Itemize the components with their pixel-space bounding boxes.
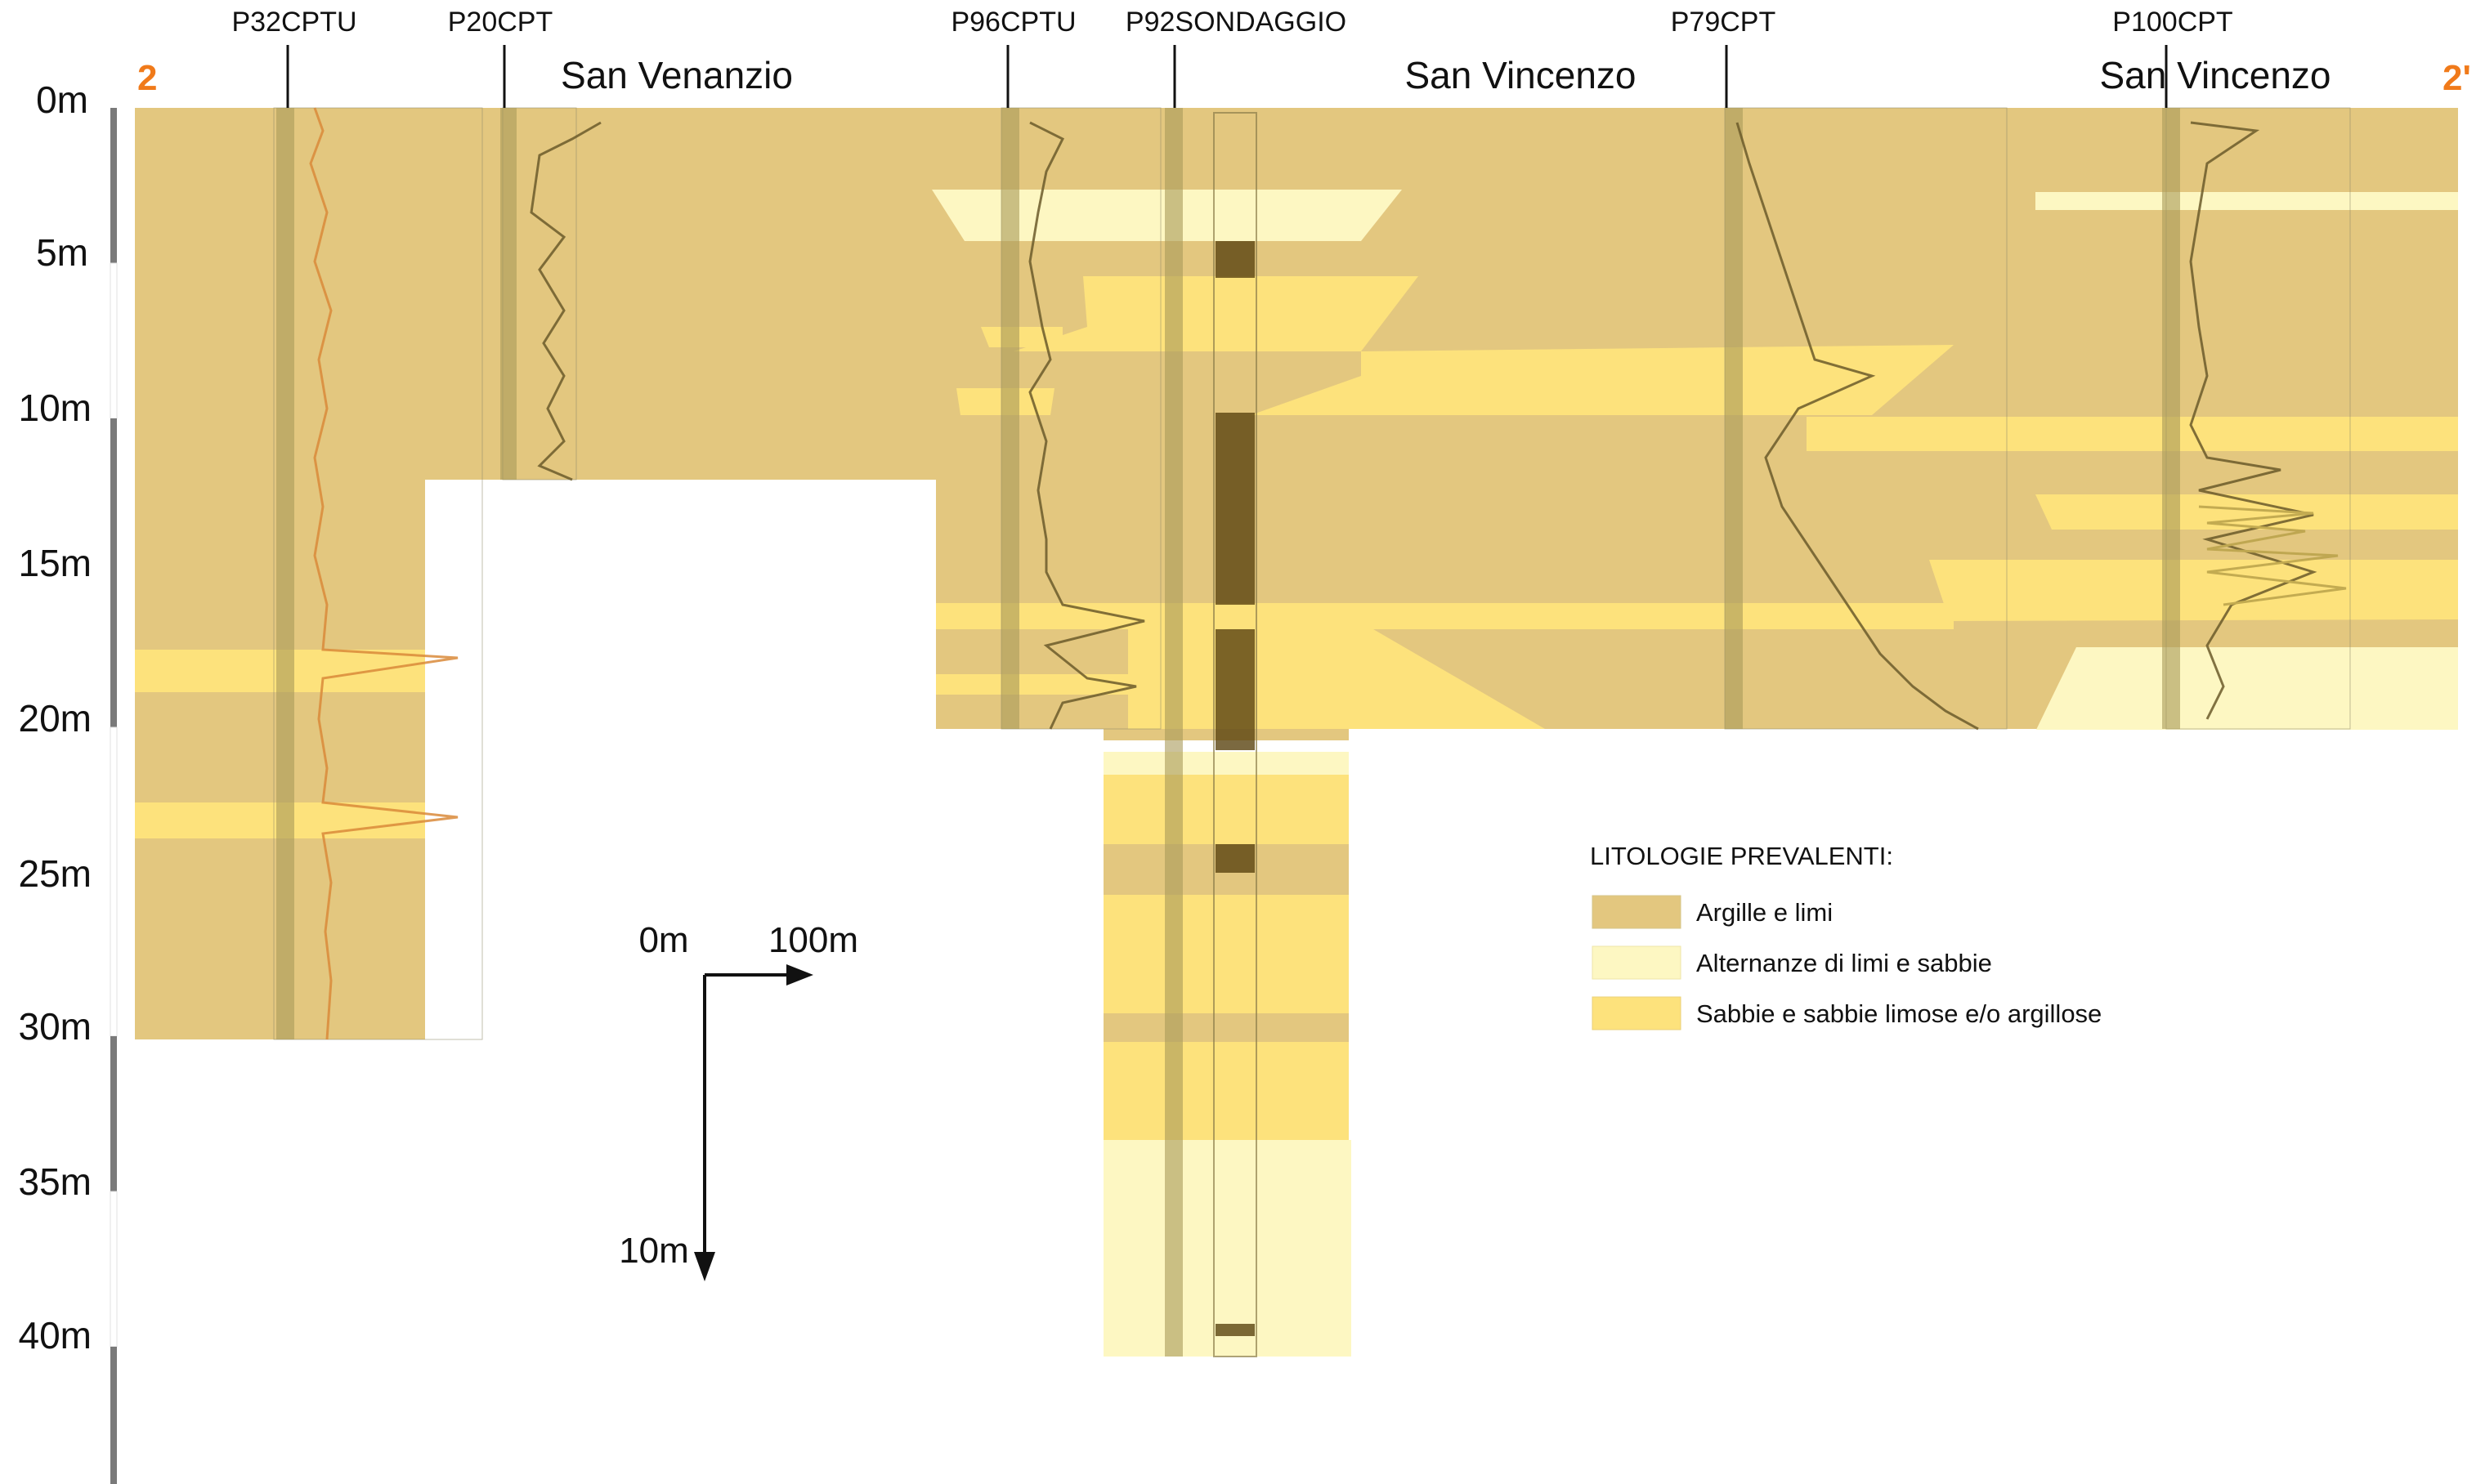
depth-label: 20m [19,697,92,740]
log-band [2162,108,2180,729]
sand-layer [2035,494,2458,530]
alternation-layer [2035,647,2458,731]
clay-layer [1104,1013,1349,1042]
scale-horizontal-label: 100m [768,920,858,960]
borehole-label: P100CPT [2112,7,2232,38]
section-gap [936,730,1104,1484]
legend-label: Argille e limi [1696,898,1833,927]
lithology-layers [135,108,2458,1357]
depth-label: 15m [19,542,92,584]
section-gap [1353,730,2485,1484]
legend-title: LITOLOGIE PREVALENTI: [1590,842,1893,870]
scale-vertical-arrowhead [694,1252,715,1281]
depth-label: 35m [19,1160,92,1203]
depth-label: 40m [19,1314,92,1357]
cpt-trace-p20 [530,121,602,481]
log-band [1165,108,1183,1357]
sand-layer [1104,775,1349,844]
clay-core [1216,241,1255,278]
alternation-layer [2035,192,2458,210]
cpt-traces [309,107,2347,1040]
depth-bar-segment [110,418,117,727]
clay-core [1216,1324,1255,1336]
log-band [500,108,517,480]
scale-vertical-label: 10m [619,1231,689,1271]
cpt-trace-p32 [309,107,459,1040]
legend-label: Sabbie e sabbie limose e/o argillose [1696,999,2102,1028]
borehole-log-p92 [1213,112,1257,1357]
locality-label: San Vincenzo [1404,54,1636,96]
clay-core [1216,844,1255,873]
legend-label: Alternanze di limi e sabbie [1696,949,1992,977]
section-start-marker: 2 [137,58,157,98]
cpt-trace-p100-sand [2198,505,2347,606]
locality-label: San Vincenzo [2099,54,2331,96]
sand-layer [1929,560,2458,621]
depth-label: 25m [19,852,92,895]
section-gap [135,1040,425,1484]
log-band [1725,108,1743,729]
log-band [276,108,294,1039]
depth-label: 5m [36,231,88,274]
borehole-label: P96CPTU [951,7,1076,38]
cpt-trace-p79 [1735,122,1979,731]
depth-label: 0m [36,78,88,121]
borehole-bands [276,108,2180,1357]
depth-bar-segment [110,1191,118,1348]
borehole-label: P32CPTU [231,7,356,38]
borehole-label: P92SONDAGGIO [1126,7,1346,38]
legend-swatch [1592,945,1681,980]
sand-layer [981,327,1063,347]
alternation-layer [1104,752,1349,775]
scale-origin-label: 0m [638,920,688,960]
log-band [1001,108,1019,729]
sand-layer [1807,417,2458,451]
section-gap [425,481,936,1484]
depth-bar-segment [110,1036,117,1191]
clay-core [1216,413,1255,605]
sand-layer [1014,276,1418,351]
sand-layer [936,674,1128,695]
borehole-label: P20CPT [448,7,553,38]
sand-layer [936,603,1954,629]
section-end-marker: 2' [2442,58,2471,98]
cpt-log-frame [273,107,483,1040]
alternation-layer [1099,1140,1351,1357]
depth-label: 30m [19,1005,92,1048]
cpt-trace-p96 [1028,121,1145,730]
legend: LITOLOGIE PREVALENTI: Argille e limi Alt… [1590,842,2102,1030]
sand-layer [1104,1042,1349,1140]
sand-layer [1104,895,1349,1013]
stratigraphic-column [1213,112,1257,1357]
locality-label: San Venanzio [561,54,793,96]
legend-swatch [1592,895,1681,929]
depth-bar-segment [110,108,117,263]
depth-label: 10m [19,387,92,429]
borehole-markers: P32CPTU P20CPT P96CPTU P92SONDAGGIO P79C… [231,7,2233,108]
sand-layer [1251,345,1954,415]
depth-bar-segment [110,726,118,1037]
scale-horizontal-arrowhead [786,964,813,986]
cpt-trace-p100 [2189,121,2317,720]
scale-bar: 0m 100m 10m [619,920,858,1281]
depth-bar-segment [110,1347,117,1484]
depth-bar-segment [110,262,118,419]
legend-swatch [1592,996,1681,1030]
borehole-label: P79CPT [1671,7,1776,38]
clay-core [1216,629,1255,750]
depth-scale: 0m 5m 10m 15m 20m 25m 30m 35m 40m [19,78,118,1484]
